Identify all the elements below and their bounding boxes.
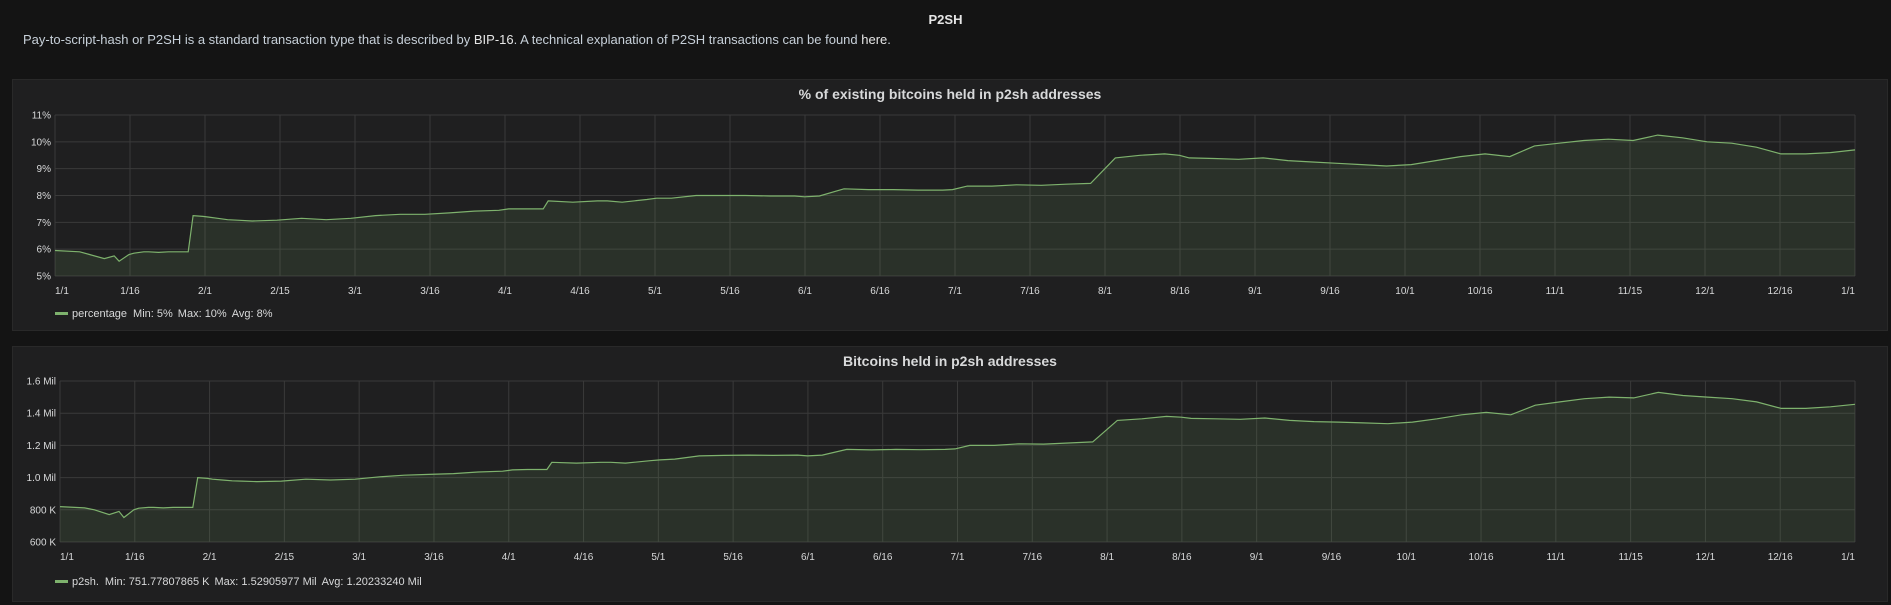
legend-avg: Avg: 1.20233240 Mil bbox=[321, 576, 422, 588]
x-tick-label: 9/16 bbox=[1320, 286, 1340, 297]
description-text-2: . A technical explanation of P2SH transa… bbox=[513, 32, 862, 47]
series-line bbox=[59, 391, 1856, 519]
x-tick-label: 3/1 bbox=[352, 552, 366, 563]
x-tick-label: 4/1 bbox=[498, 286, 512, 297]
legend-min: Min: 751.77807865 K bbox=[104, 576, 210, 588]
description-text-3: . bbox=[887, 32, 891, 47]
x-tick-label: 1/1 bbox=[60, 552, 74, 563]
y-tick-label: 7% bbox=[37, 218, 52, 229]
x-tick-label: 7/1 bbox=[948, 286, 962, 297]
here-link[interactable]: here bbox=[861, 32, 888, 47]
x-tick-label: 2/15 bbox=[275, 552, 295, 563]
x-tick-label: 2/1 bbox=[203, 552, 217, 563]
x-tick-label: 1/1 bbox=[1841, 552, 1855, 563]
series-area bbox=[55, 135, 1855, 276]
y-tick-label: 11% bbox=[32, 111, 51, 122]
y-tick-label: 1.6 Mil bbox=[27, 377, 56, 388]
x-tick-label: 4/1 bbox=[502, 552, 516, 563]
series-area bbox=[60, 392, 1855, 542]
y-tick-label: 10% bbox=[31, 137, 51, 148]
x-tick-label: 11/15 bbox=[1618, 552, 1643, 563]
y-tick-label: 9% bbox=[37, 164, 52, 175]
x-tick-label: 11/1 bbox=[1546, 552, 1565, 563]
x-tick-label: 1/16 bbox=[125, 552, 145, 563]
percentage-panel: % of existing bitcoins held in p2sh addr… bbox=[12, 79, 1888, 331]
x-tick-label: 12/1 bbox=[1696, 552, 1716, 563]
y-tick-label: 1.4 Mil bbox=[27, 409, 56, 420]
x-tick-label: 12/16 bbox=[1768, 552, 1793, 563]
y-tick-label: 800 K bbox=[30, 505, 56, 516]
x-tick-label: 5/16 bbox=[720, 286, 740, 297]
x-tick-label: 1/16 bbox=[120, 286, 140, 297]
x-tick-label: 4/16 bbox=[570, 286, 590, 297]
x-tick-label: 7/16 bbox=[1023, 552, 1043, 563]
x-tick-label: 11/1 bbox=[1546, 286, 1565, 297]
x-tick-label: 9/1 bbox=[1250, 552, 1264, 563]
y-tick-label: 1.2 Mil bbox=[27, 441, 56, 452]
x-tick-label: 5/1 bbox=[651, 552, 665, 563]
x-tick-label: 10/1 bbox=[1397, 552, 1417, 563]
description-text-1: Pay-to-script-hash or P2SH is a standard… bbox=[23, 32, 474, 47]
y-tick-label: 600 K bbox=[30, 538, 56, 549]
x-tick-label: 8/1 bbox=[1100, 552, 1114, 563]
x-tick-label: 7/1 bbox=[951, 552, 965, 563]
legend-series-p2sh[interactable]: p2sh. bbox=[72, 576, 99, 588]
x-tick-label: 6/1 bbox=[798, 286, 812, 297]
chart-legend: p2sh. Min: 751.77807865 K Max: 1.52905977 … bbox=[55, 576, 427, 588]
page-title: P2SH bbox=[928, 12, 963, 27]
legend-series-percentage[interactable]: percentage bbox=[72, 308, 128, 320]
panel-title: Bitcoins held in p2sh addresses bbox=[843, 353, 1057, 369]
y-tick-label: 8% bbox=[37, 191, 52, 202]
x-tick-label: 6/16 bbox=[870, 286, 890, 297]
x-tick-label: 11/15 bbox=[1618, 286, 1643, 297]
bitcoins-chart: 1.6 Mil 1.4 Mil 1.2 Mil 1.0 Mil 800 K 600 K 1/… bbox=[27, 377, 1856, 563]
x-tick-label: 1/1 bbox=[55, 286, 69, 297]
x-tick-label: 6/16 bbox=[873, 552, 893, 563]
chart-legend: percentage Min: 5% Max: 10% Avg: 8% bbox=[55, 308, 278, 320]
x-tick-label: 4/16 bbox=[574, 552, 594, 563]
x-tick-label: 3/16 bbox=[424, 552, 444, 563]
series-swatch bbox=[55, 311, 68, 315]
y-tick-label: 6% bbox=[37, 245, 52, 256]
x-tick-label: 1/1 bbox=[1841, 286, 1855, 297]
legend-max: Max: 10% bbox=[177, 308, 227, 320]
x-tick-label: 5/1 bbox=[648, 286, 662, 297]
x-tick-label: 8/1 bbox=[1098, 286, 1112, 297]
legend-max: Max: 1.52905977 Mil bbox=[214, 576, 317, 588]
x-tick-label: 10/16 bbox=[1469, 552, 1494, 563]
x-tick-label: 6/1 bbox=[801, 552, 815, 563]
x-tick-label: 5/16 bbox=[723, 552, 743, 563]
series-swatch bbox=[55, 579, 68, 583]
legend-avg: Avg: 8% bbox=[231, 308, 273, 320]
page-description: Pay-to-script-hash or P2SH is a standard… bbox=[23, 32, 891, 47]
x-tick-label: 2/15 bbox=[270, 286, 290, 297]
x-tick-label: 8/16 bbox=[1170, 286, 1190, 297]
x-tick-label: 7/16 bbox=[1020, 286, 1040, 297]
x-tick-label: 3/16 bbox=[420, 286, 440, 297]
series-line bbox=[54, 134, 1856, 262]
y-tick-label: 1.0 Mil bbox=[27, 473, 56, 484]
bip16-link[interactable]: BIP-16 bbox=[473, 32, 514, 47]
x-tick-label: 12/1 bbox=[1695, 286, 1715, 297]
y-tick-label: 5% bbox=[37, 272, 52, 283]
x-tick-label: 10/16 bbox=[1467, 286, 1492, 297]
x-tick-label: 10/1 bbox=[1395, 286, 1415, 297]
bitcoins-panel: Bitcoins held in p2sh addresses 1.6 Mil 1… bbox=[12, 346, 1888, 602]
x-tick-label: 3/1 bbox=[348, 286, 362, 297]
panel-title: % of existing bitcoins held in p2sh addr… bbox=[798, 86, 1102, 102]
x-tick-label: 9/1 bbox=[1248, 286, 1262, 297]
x-tick-label: 9/16 bbox=[1322, 552, 1342, 563]
legend-min: Min: 5% bbox=[133, 308, 173, 320]
x-tick-label: 8/16 bbox=[1172, 552, 1192, 563]
x-tick-label: 2/1 bbox=[198, 286, 212, 297]
percentage-chart: 11%10%9%8%7%6%5%1/1 1/16 2/1 2/15 3/1 3/16 4/1… bbox=[31, 111, 1856, 297]
x-tick-label: 12/16 bbox=[1767, 286, 1792, 297]
